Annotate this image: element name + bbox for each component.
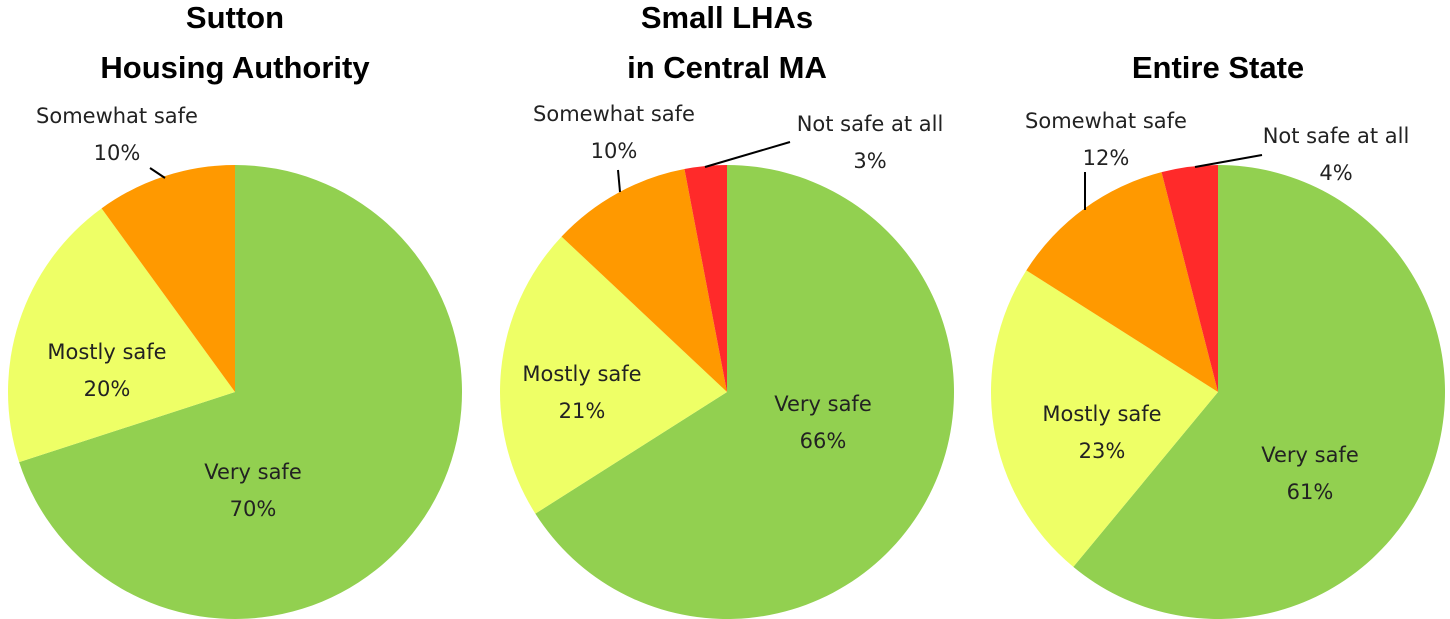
pie-slice	[991, 270, 1218, 567]
slice-value: 4%	[1319, 161, 1352, 185]
leader-line	[149, 167, 166, 179]
slice-label: Mostly safe	[522, 362, 641, 386]
slice-value: 23%	[1079, 439, 1126, 463]
slice-label: Somewhat safe	[533, 102, 695, 126]
pie-slice	[499, 236, 727, 514]
leader-line	[1194, 154, 1263, 168]
slice-value: 10%	[591, 139, 638, 163]
slice-value: 70%	[230, 497, 277, 521]
slice-label: Not safe at all	[1263, 124, 1410, 148]
slice-label: Somewhat safe	[1025, 109, 1187, 133]
slice-value: 61%	[1287, 480, 1334, 504]
pie-slice	[7, 208, 235, 463]
slice-label: Mostly safe	[1042, 402, 1161, 426]
pie-slice	[19, 165, 463, 619]
slice-label: Mostly safe	[47, 340, 166, 364]
chart-title: Sutton	[186, 0, 284, 35]
slice-label: Not safe at all	[797, 112, 944, 136]
slice-label: Somewhat safe	[36, 104, 198, 128]
pie-slice	[684, 165, 727, 392]
pie-slice	[1073, 165, 1446, 619]
pie-slice	[561, 169, 727, 392]
pie-slice	[1161, 165, 1218, 392]
pie-slice	[535, 165, 954, 619]
pie-slice	[1026, 172, 1218, 392]
chart-title: Housing Authority	[100, 50, 370, 85]
slice-label: Very safe	[204, 460, 302, 484]
pie-slice	[101, 165, 235, 392]
slice-value: 66%	[800, 429, 847, 453]
slice-value: 21%	[559, 399, 606, 423]
slice-value: 10%	[94, 141, 141, 165]
slice-value: 20%	[84, 377, 131, 401]
chart-title: in Central MA	[627, 50, 827, 85]
leader-line	[617, 169, 621, 193]
slice-label: Very safe	[1261, 443, 1359, 467]
slice-label: Very safe	[774, 392, 872, 416]
leader-line	[704, 141, 791, 168]
chart-title: Small LHAs	[641, 0, 813, 35]
slice-value: 12%	[1083, 146, 1130, 170]
slice-value: 3%	[853, 149, 886, 173]
chart-title: Entire State	[1132, 50, 1304, 85]
